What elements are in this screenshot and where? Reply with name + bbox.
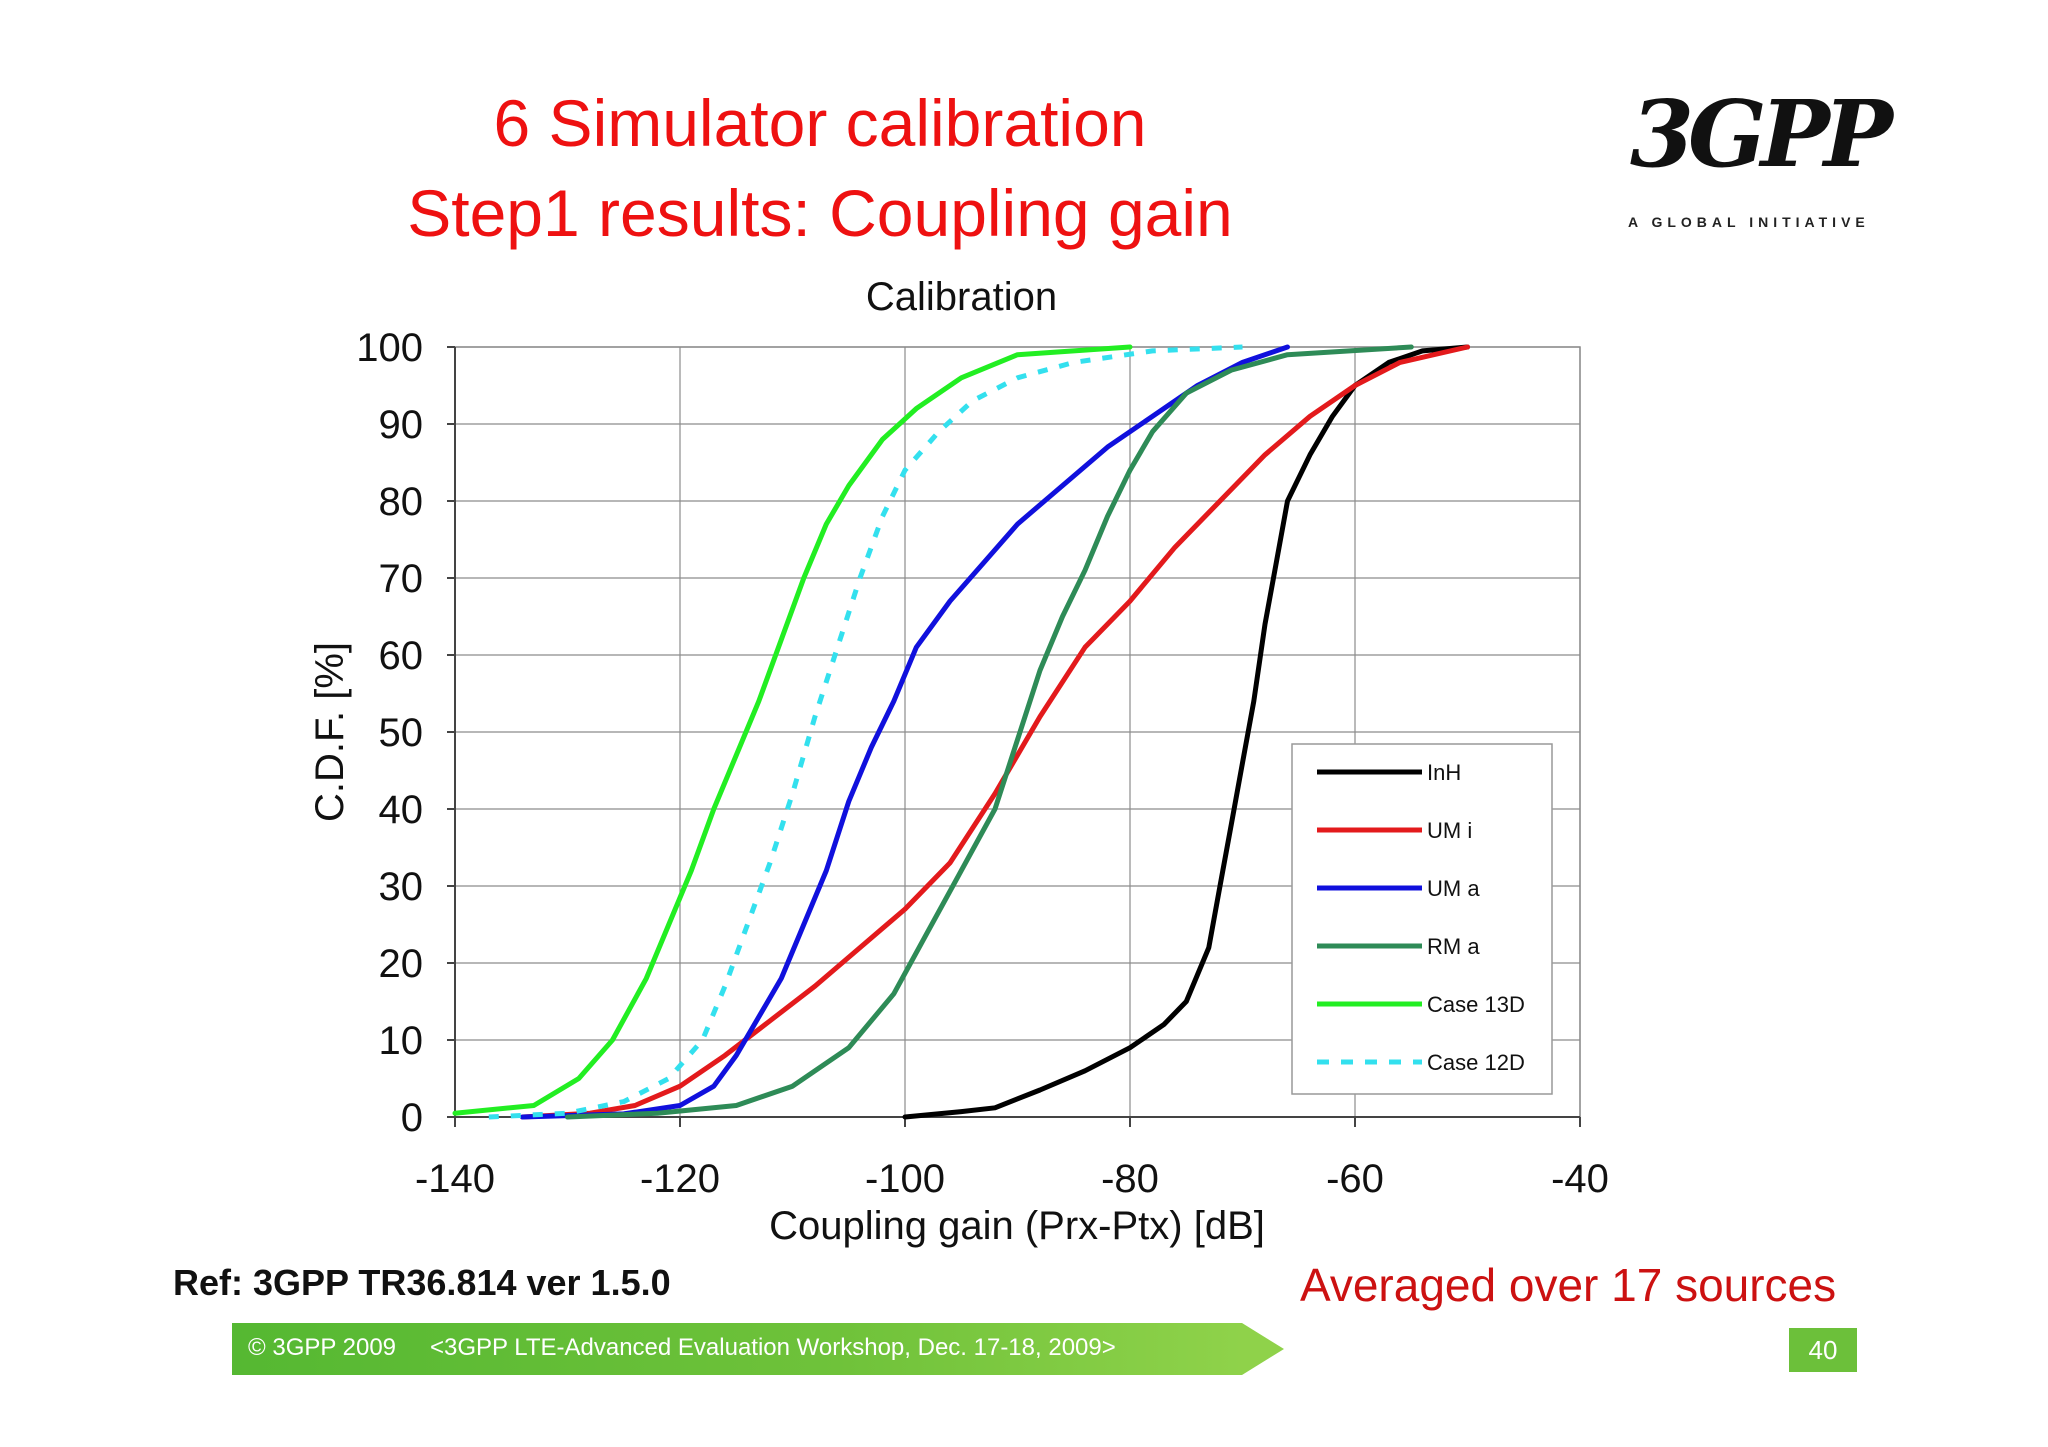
slide-title-line2: Step1 results: Coupling gain [407,176,1233,250]
reference-text: Ref: 3GPP TR36.814 ver 1.5.0 [173,1262,671,1303]
slide-title-line1: 6 Simulator calibration [493,86,1147,160]
series-line-um-a [520,344,1290,1120]
y-tick-label: 90 [379,403,424,447]
y-tick-label: 50 [379,711,424,755]
averaged-note: Averaged over 17 sources [1300,1259,1837,1311]
y-tick-label: 30 [379,865,424,909]
y-tick-label: 60 [379,634,424,678]
legend-label: RM a [1427,934,1480,959]
x-tick-label: -100 [865,1157,945,1201]
legend-box [1291,743,1553,1095]
y-tick-label: 10 [379,1019,424,1063]
series-line-inh [902,344,1470,1120]
y-tick-label: 80 [379,480,424,524]
x-tick-label: -40 [1551,1157,1609,1201]
logo-mark: 3GPP [1630,80,1893,188]
logo-tagline: A GLOBAL INITIATIVE [1628,214,1870,230]
chart-title: Calibration [866,275,1057,319]
legend-label: InH [1427,760,1461,785]
legend-label: UM a [1427,876,1480,901]
x-tick-label: -140 [415,1157,495,1201]
footer-copyright: © 3GPP 2009 [248,1334,397,1361]
footer-arrow [1242,1323,1284,1375]
x-tick-label: -80 [1101,1157,1159,1201]
series-line-case-13d [452,344,1133,1116]
slide-title: 6 Simulator calibration Step1 results: C… [300,78,1340,258]
page-number: 40 [1789,1328,1857,1372]
y-axis-label: C.D.F. [%] [308,642,352,822]
series-line-rm-a [565,344,1414,1120]
legend-label: Case 12D [1427,1050,1525,1075]
legend-label: Case 13D [1427,992,1525,1017]
x-tick-label: -60 [1326,1157,1384,1201]
footer-bar [232,1323,1242,1375]
footer-event: <3GPP LTE-Advanced Evaluation Workshop, … [430,1334,1116,1361]
x-tick-label: -120 [640,1157,720,1201]
y-tick-label: 70 [379,557,424,601]
series-line-case-12d [488,344,1243,1120]
y-tick-label: 100 [356,326,423,370]
y-tick-label: 0 [401,1096,423,1140]
legend-label: UM i [1427,818,1472,843]
y-tick-label: 20 [379,942,424,986]
series-line-um-i [520,344,1470,1120]
3gpp-logo: 3GPP A GLOBAL INITIATIVE [1620,80,1893,240]
y-tick-label: 40 [379,788,424,832]
cdf-chart: 0 10 20 30 40 50 60 70 80 90 100 -140 -120 -100 -80 -60… [308,275,1609,1248]
x-axis-label: Coupling gain (Prx-Ptx) [dB] [769,1204,1265,1248]
